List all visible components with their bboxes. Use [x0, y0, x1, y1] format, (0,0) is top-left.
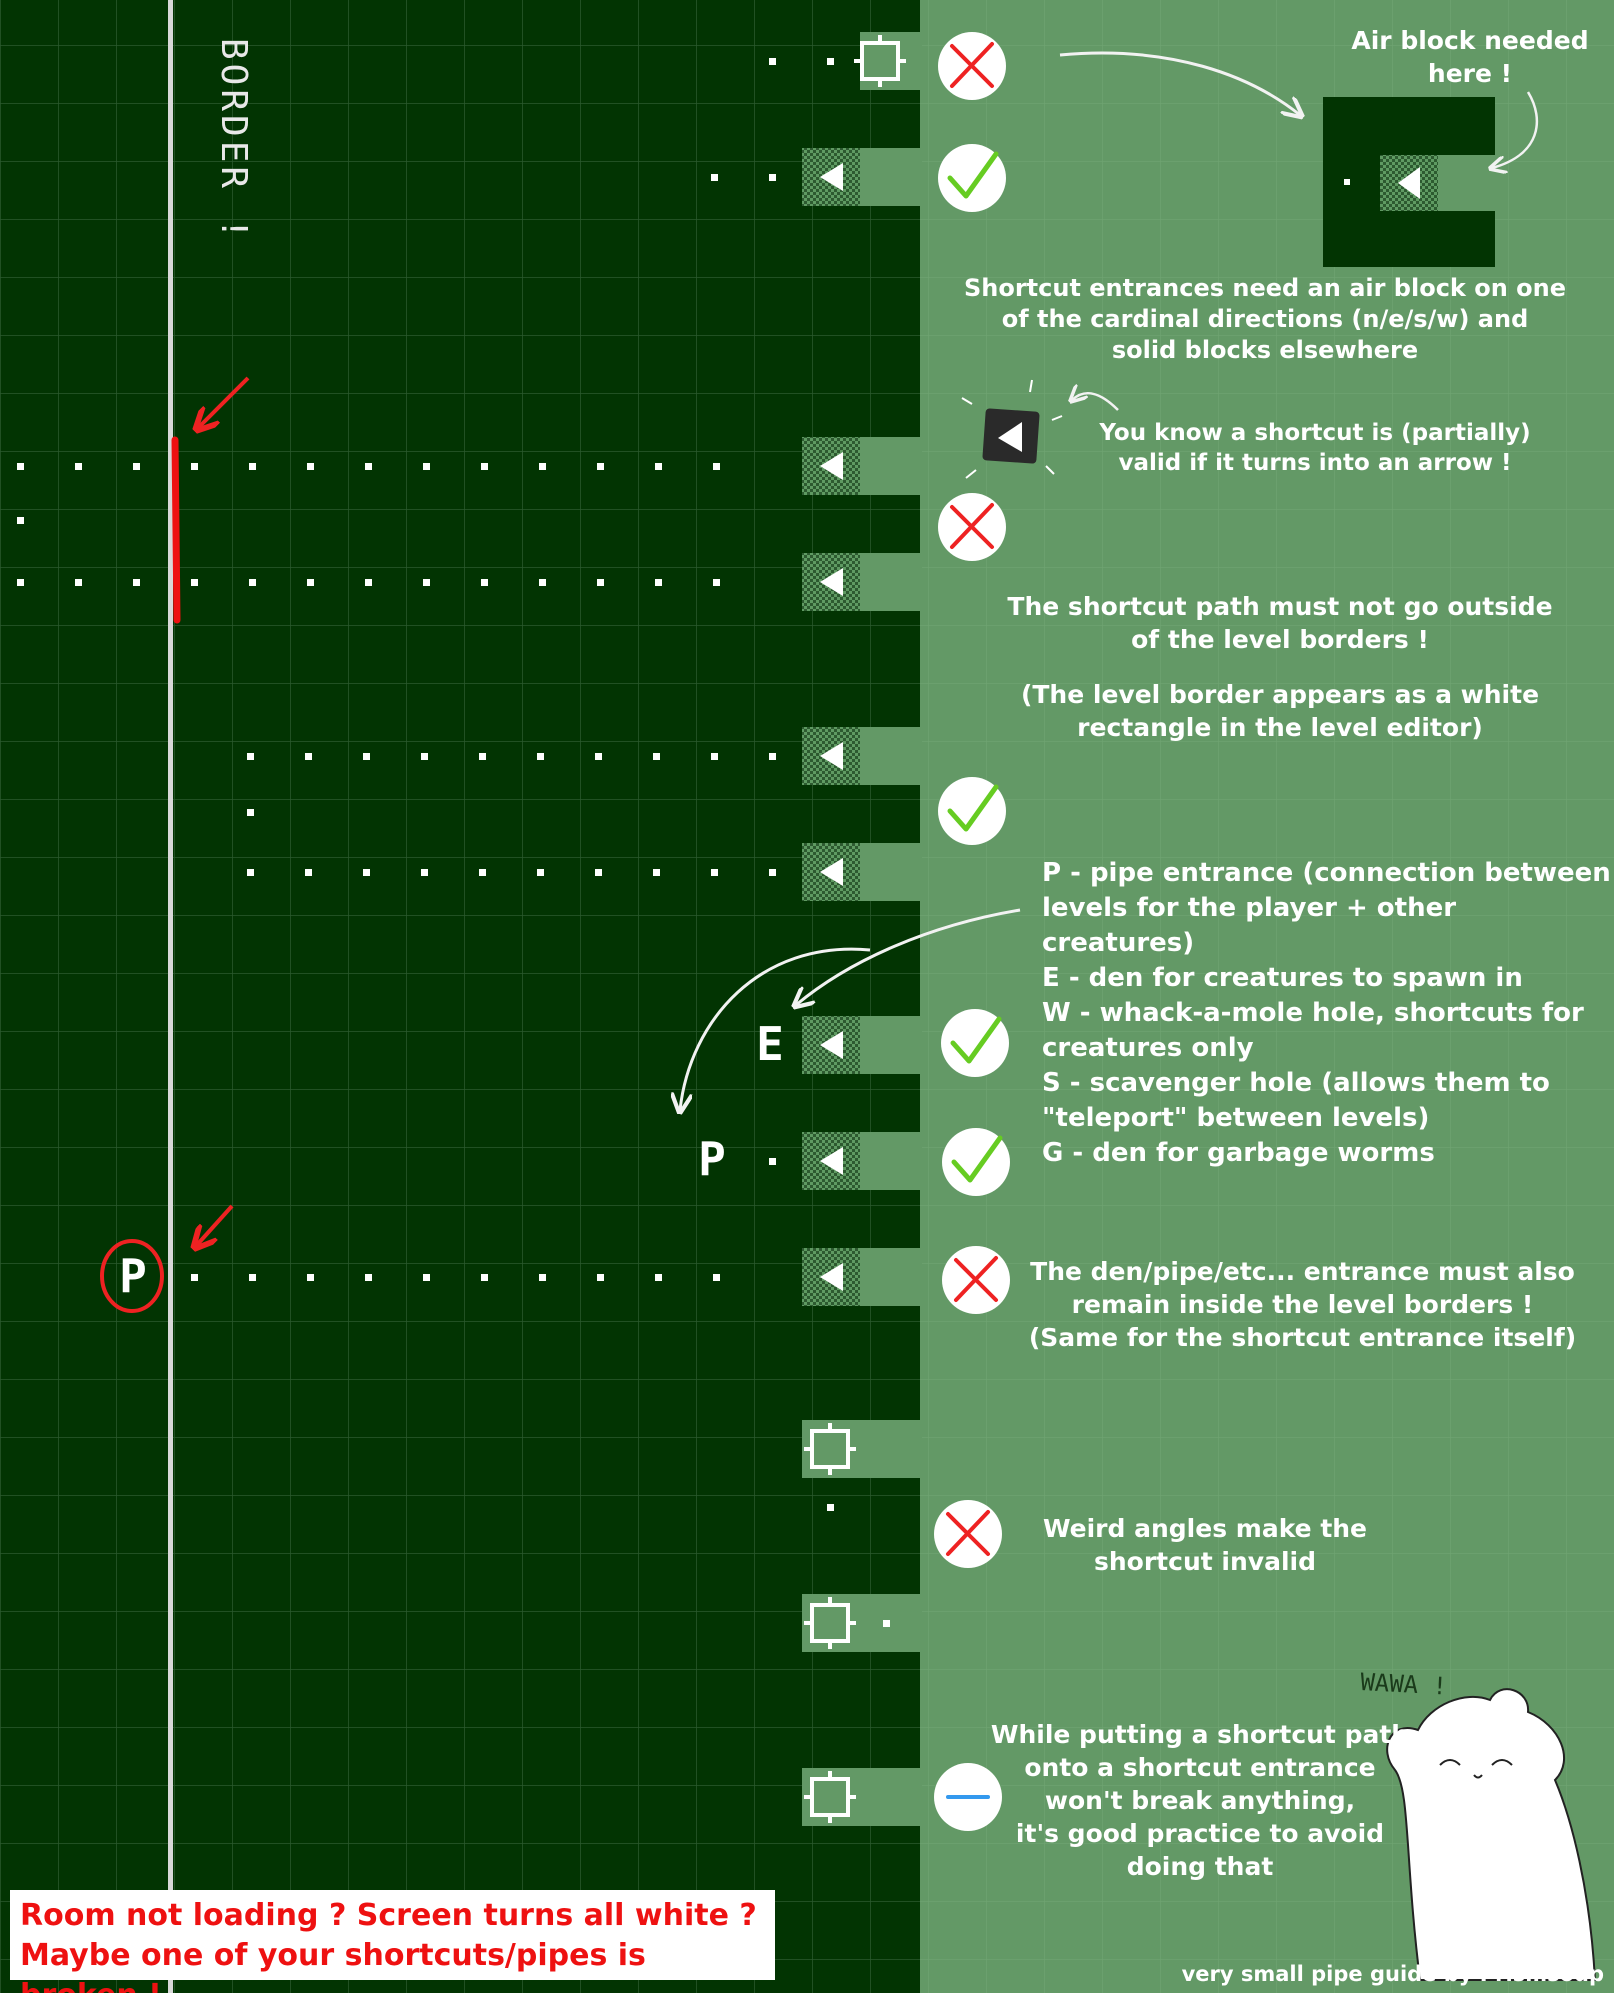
level-border-line [168, 0, 173, 1993]
pipe-letter: P [698, 1132, 726, 1186]
arrow-tile-icon [961, 379, 1119, 479]
arrow-icon [820, 858, 843, 886]
air-block-diagram [1323, 97, 1495, 267]
cross-icon [950, 503, 994, 549]
red-arrow-top [198, 376, 250, 428]
arrow-to-air-block [1492, 91, 1539, 168]
red-circle [100, 1239, 164, 1313]
verdict-marks [934, 32, 1010, 1831]
arrow-to-diagram [1059, 51, 1300, 115]
arrow-icon [820, 1147, 843, 1175]
note-air-block: Air block needed here ! [1351, 26, 1589, 88]
warning-line-2: Maybe one of your shortcuts/pipes is bro… [20, 1938, 646, 1993]
wawa-handwriting: WAWA ! [1360, 1668, 1448, 1700]
arrow-icon [820, 1031, 843, 1059]
credit: very small pipe guide by Prismsoup [1181, 1962, 1604, 1986]
note-border-rect: (The level border appears as a white rec… [1020, 680, 1540, 742]
shortcut-path-dots [17, 58, 890, 1627]
check-icon [947, 151, 999, 199]
arrow-icon [820, 163, 843, 191]
entrance-pins [804, 1597, 856, 1649]
arrow-icon [820, 1263, 843, 1291]
warning-box: Room not loading ? Screen turns all whit… [10, 1890, 775, 1993]
arrow-icon [820, 452, 843, 480]
cross-icon [954, 1256, 998, 1302]
den-letter: E [756, 1017, 784, 1071]
shortcut-entrances [802, 35, 906, 1823]
arrow-to-den [796, 908, 1021, 1005]
pipe-letter-outside: P [119, 1249, 147, 1303]
entrance-pins [804, 1423, 856, 1475]
note-borders: The shortcut path must not go outside of… [1007, 592, 1553, 654]
entrance-pins [804, 1771, 856, 1823]
cross-icon [950, 42, 994, 88]
note-practice: While putting a shortcut path onto a sho… [990, 1720, 1410, 1881]
bear-doodle [1386, 1688, 1597, 1981]
note-cardinal: Shortcut entrances need an air block on … [963, 274, 1567, 364]
note-legend: P - pipe entrance (connection between le… [1042, 858, 1611, 1168]
border-handwriting: BORDER ! [213, 38, 254, 243]
check-icon [950, 1016, 1002, 1064]
check-icon [951, 1135, 1003, 1183]
note-den-inside: The den/pipe/etc... entrance must also r… [1028, 1257, 1577, 1352]
red-border-mark [171, 436, 181, 624]
note-arrow-valid: You know a shortcut is (partially) valid… [1099, 420, 1531, 476]
check-icon [947, 784, 999, 832]
warning-line-1: Room not loading ? Screen turns all whit… [20, 1898, 757, 1933]
arrow-to-pipe [680, 947, 871, 1110]
arrow-icon [820, 742, 843, 770]
note-weird-angles: Weird angles make the shortcut invalid [1042, 1514, 1368, 1576]
arrow-icon [820, 568, 843, 596]
entrance-pins [854, 35, 906, 87]
cross-icon [946, 1510, 990, 1556]
red-arrow-bottom [196, 1204, 234, 1246]
